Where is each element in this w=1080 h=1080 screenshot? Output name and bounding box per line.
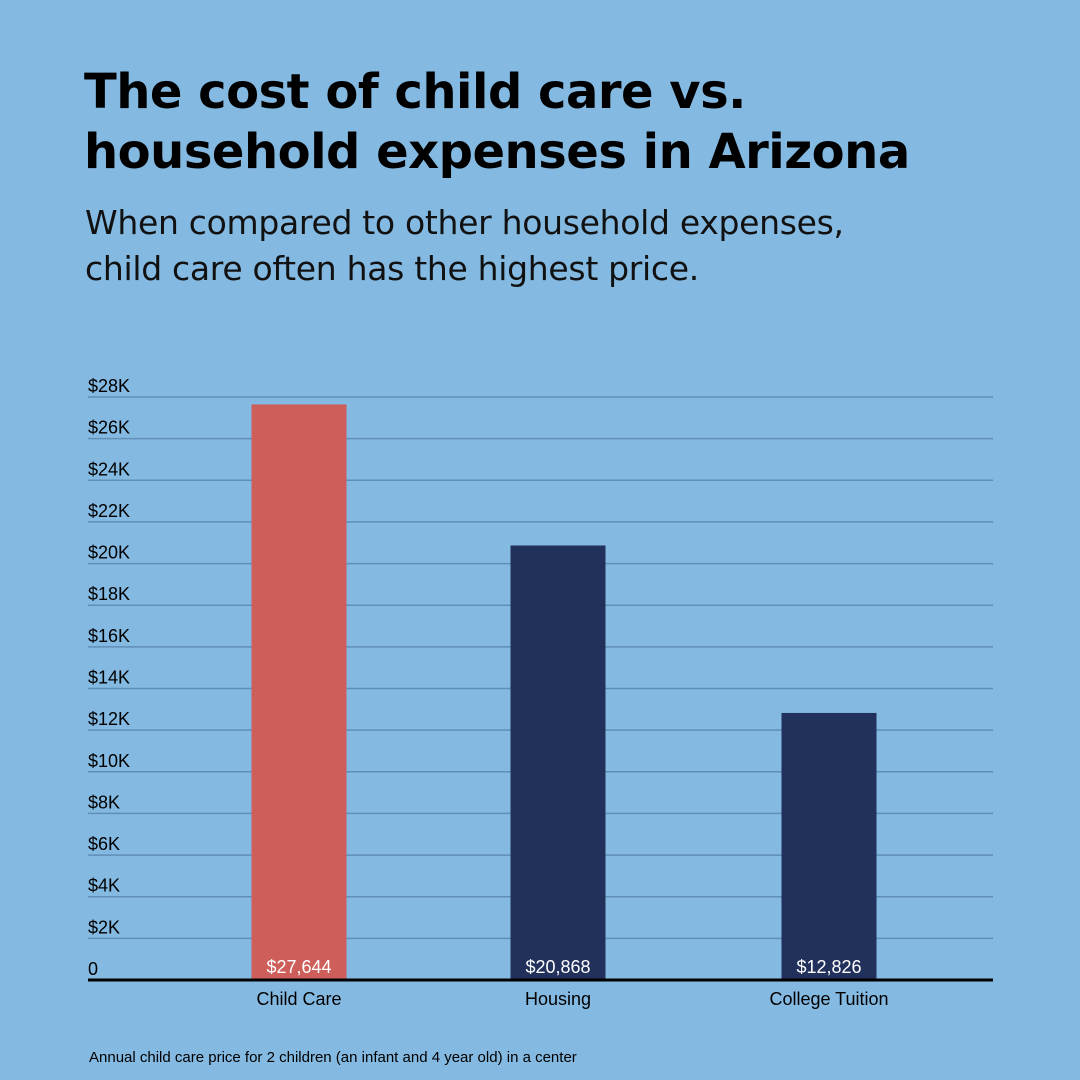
y-tick-label: $6K <box>88 834 120 854</box>
chart-title-line-2: household expenses in Arizona <box>84 124 910 180</box>
bar-value-label: $20,868 <box>525 957 590 977</box>
y-tick-label: $22K <box>88 501 130 521</box>
y-tick-label: $20K <box>88 543 130 563</box>
bar-chart: 0 $2K $4K $6K $8K $10K $12K $14K $16K $18K $20K $22… <box>0 360 1080 1040</box>
y-tick-label: $16K <box>88 626 130 646</box>
y-tick-label: $24K <box>88 459 130 479</box>
x-tick-label: Child Care <box>256 989 341 1009</box>
y-axis-tick-labels: 0 $2K $4K $6K $8K $10K $12K $14K $16K $18K $20K $22… <box>88 376 130 979</box>
y-tick-label: $18K <box>88 584 130 604</box>
chart-title: The cost of child care vs. household exp… <box>84 62 1044 182</box>
bar-value-label: $27,644 <box>266 957 331 977</box>
bar-college-tuition <box>781 712 877 980</box>
y-tick-label: 0 <box>88 959 98 979</box>
bar-value-label: $12,826 <box>796 957 861 977</box>
chart-subtitle-line-2: child care often has the highest price. <box>85 249 699 288</box>
x-axis-category-labels: Child Care Housing College Tuition <box>256 989 888 1009</box>
bar-housing <box>510 545 606 980</box>
bar-chart-svg: 0 $2K $4K $6K $8K $10K $12K $14K $16K $18K $20K $22… <box>88 376 993 1009</box>
y-tick-label: $26K <box>88 418 130 438</box>
y-tick-label: $14K <box>88 668 130 688</box>
y-tick-label: $2K <box>88 917 120 937</box>
chart-subtitle: When compared to other household expense… <box>85 200 1045 292</box>
x-tick-label: Housing <box>525 989 591 1009</box>
x-tick-label: College Tuition <box>769 989 888 1009</box>
y-tick-label: $10K <box>88 751 130 771</box>
chart-title-line-1: The cost of child care vs. <box>84 64 746 120</box>
footnote: Annual child care price for 2 children (… <box>89 1049 577 1066</box>
y-tick-label: $8K <box>88 792 120 812</box>
y-tick-label: $4K <box>88 876 120 896</box>
bar-value-labels: $27,644 $20,868 $12,826 <box>266 957 861 977</box>
bar-child-care <box>251 404 347 980</box>
y-tick-label: $12K <box>88 709 130 729</box>
chart-subtitle-line-1: When compared to other household expense… <box>85 203 844 242</box>
bars <box>251 404 877 980</box>
y-tick-label: $28K <box>88 376 130 396</box>
